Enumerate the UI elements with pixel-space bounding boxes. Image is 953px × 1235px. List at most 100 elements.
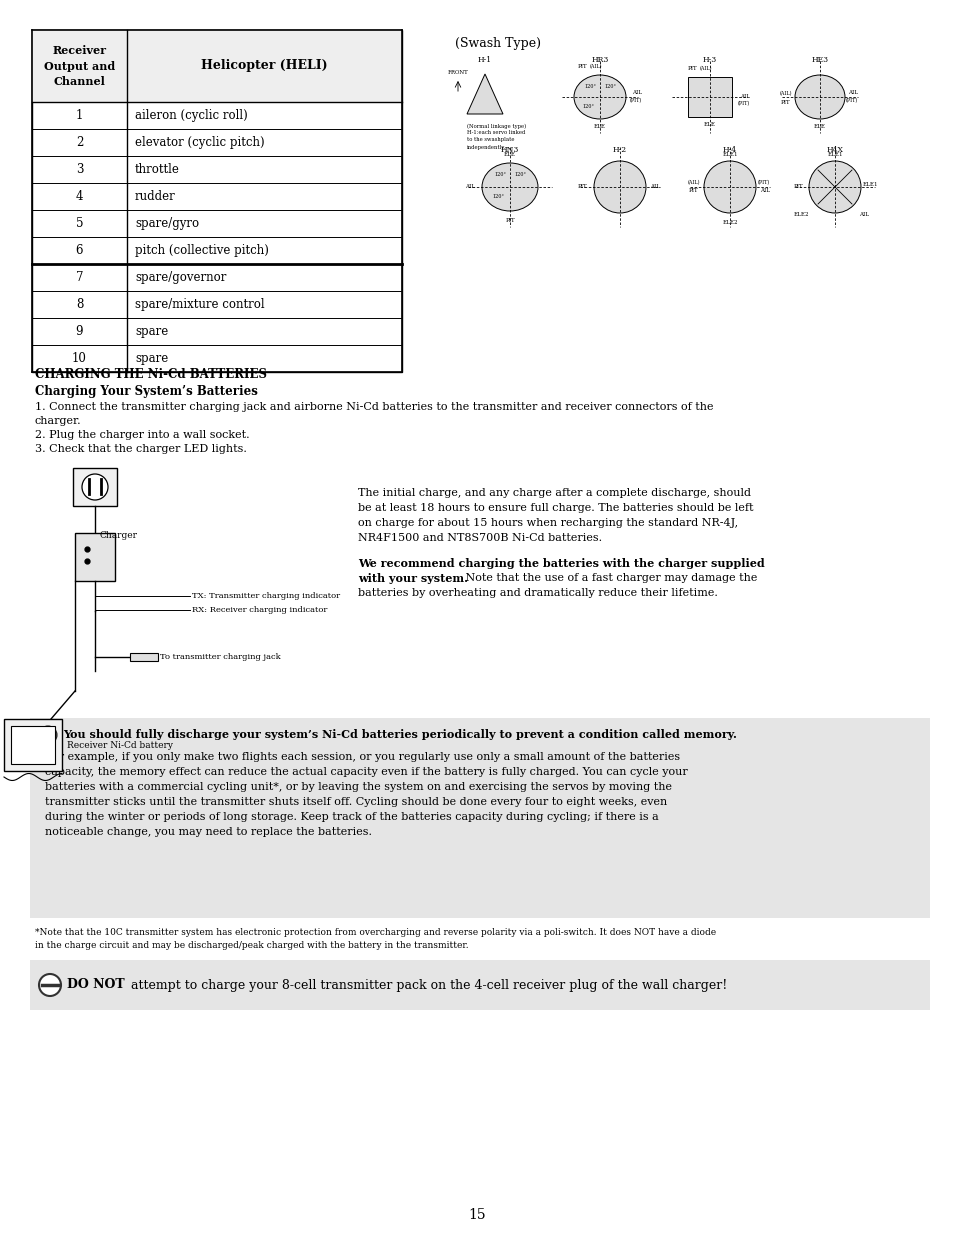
Text: (Normal linkage type): (Normal linkage type) (467, 124, 526, 128)
Text: ELE1: ELE1 (721, 152, 737, 157)
Text: during the winter or periods of long storage. Keep track of the batteries capaci: during the winter or periods of long sto… (45, 811, 659, 823)
Text: 5: 5 (75, 217, 83, 230)
Text: rudder: rudder (135, 190, 175, 203)
Text: DO NOT: DO NOT (67, 978, 125, 992)
Text: Note that the use of a fast charger may damage the: Note that the use of a fast charger may … (461, 573, 757, 583)
Text: HN3: HN3 (500, 146, 518, 154)
Text: charger.: charger. (35, 416, 82, 426)
Text: in the charge circuit and may be discharged/peak charged with the battery in the: in the charge circuit and may be dischar… (35, 941, 468, 950)
Text: H-3: H-3 (702, 56, 717, 64)
Text: 120°: 120° (492, 194, 503, 200)
Text: 15: 15 (468, 1208, 485, 1221)
Text: 120°: 120° (514, 173, 525, 178)
Text: PIT: PIT (688, 189, 698, 194)
Text: The initial charge, and any charge after a complete discharge, should: The initial charge, and any charge after… (357, 488, 750, 498)
Text: elevator (cyclic pitch): elevator (cyclic pitch) (135, 136, 264, 149)
Text: (Swash Type): (Swash Type) (455, 37, 540, 51)
Text: RX: Receiver charging indicator: RX: Receiver charging indicator (192, 606, 327, 614)
Text: pitch (collective pitch): pitch (collective pitch) (135, 245, 269, 257)
Circle shape (39, 726, 57, 743)
Text: transmitter sticks until the transmitter shuts itself off. Cycling should be don: transmitter sticks until the transmitter… (45, 797, 666, 806)
Text: 3: 3 (75, 163, 83, 177)
Text: ELE1: ELE1 (826, 152, 841, 157)
Text: 3. Check that the charger LED lights.: 3. Check that the charger LED lights. (35, 445, 247, 454)
Bar (127, 30, 401, 103)
Text: aileron (cyclic roll): aileron (cyclic roll) (135, 109, 248, 122)
Text: batteries by overheating and dramatically reduce their lifetime.: batteries by overheating and dramaticall… (357, 588, 717, 598)
Ellipse shape (794, 75, 844, 119)
Ellipse shape (574, 75, 625, 119)
Text: 120°: 120° (583, 84, 596, 89)
Text: 120°: 120° (494, 173, 505, 178)
Bar (75, 534, 115, 580)
Ellipse shape (703, 161, 755, 212)
Text: AIL: AIL (760, 189, 769, 194)
Text: to the swashplate: to the swashplate (467, 137, 514, 142)
Text: H-2: H-2 (612, 146, 626, 154)
Text: throttle: throttle (135, 163, 180, 177)
Text: 6: 6 (75, 245, 83, 257)
Text: H-1:each servo linked: H-1:each servo linked (467, 131, 525, 136)
Text: H-1: H-1 (477, 56, 492, 64)
Text: 1. Connect the transmitter charging jack and airborne Ni-Cd batteries to the tra: 1. Connect the transmitter charging jack… (35, 403, 713, 412)
Text: Receiver
Output and
Channel: Receiver Output and Channel (44, 44, 115, 86)
Text: AIL: AIL (631, 90, 641, 95)
Text: PIT: PIT (780, 100, 789, 105)
Text: CHARGING THE Ni-Cd BATTERIES: CHARGING THE Ni-Cd BATTERIES (35, 368, 267, 382)
Bar (30, 718, 929, 918)
Text: 8: 8 (75, 298, 83, 311)
Text: ELE: ELE (703, 122, 716, 127)
Text: 1: 1 (75, 109, 83, 122)
Text: PIT: PIT (577, 64, 586, 69)
Text: HE3: HE3 (811, 56, 828, 64)
Text: HR3: HR3 (591, 56, 608, 64)
Text: (AIL): (AIL) (589, 64, 601, 69)
Circle shape (82, 474, 108, 500)
Text: ELE2: ELE2 (793, 212, 808, 217)
Text: 9: 9 (75, 325, 83, 338)
Text: capacity, the memory effect can reduce the actual capacity even if the battery i: capacity, the memory effect can reduce t… (45, 767, 687, 777)
Text: PIT: PIT (686, 67, 696, 72)
Circle shape (39, 974, 61, 995)
Text: 120°: 120° (603, 84, 616, 89)
Text: AIL: AIL (740, 95, 749, 100)
Text: spare/gyro: spare/gyro (135, 217, 199, 230)
Ellipse shape (481, 163, 537, 211)
Text: ELE: ELE (503, 152, 516, 158)
Text: Receiver Ni-Cd battery: Receiver Ni-Cd battery (67, 741, 172, 750)
Text: TX: Transmitter charging indicator: TX: Transmitter charging indicator (192, 592, 340, 600)
Text: spare: spare (135, 352, 168, 366)
Text: 120°: 120° (581, 105, 594, 110)
Text: H4X: H4X (825, 146, 842, 154)
Ellipse shape (594, 161, 645, 212)
Text: ELE: ELE (594, 125, 605, 130)
Text: Charger: Charger (100, 531, 138, 541)
Text: 7: 7 (75, 270, 83, 284)
Text: 4: 4 (75, 190, 83, 203)
Text: You should fully discharge your system’s Ni-Cd batteries periodically to prevent: You should fully discharge your system’s… (63, 730, 736, 741)
Text: AIL: AIL (649, 184, 659, 189)
Text: 2: 2 (75, 136, 83, 149)
Polygon shape (467, 74, 502, 114)
Text: with your system.: with your system. (357, 573, 468, 584)
Text: (PIT): (PIT) (738, 101, 749, 106)
Bar (687, 77, 731, 117)
Text: FRONT: FRONT (447, 69, 468, 74)
Text: (PIT): (PIT) (845, 99, 858, 104)
Bar (11, 726, 55, 764)
Text: H-4: H-4 (722, 146, 737, 154)
Text: We recommend charging the batteries with the charger supplied: We recommend charging the batteries with… (357, 558, 764, 569)
Text: Helicopter (HELI): Helicopter (HELI) (201, 59, 328, 73)
Text: AIL: AIL (858, 212, 868, 217)
Bar (30, 960, 929, 1010)
Text: ELE: ELE (813, 124, 825, 128)
Text: (AIL): (AIL) (699, 67, 712, 72)
Text: attempt to charge your 8-cell transmitter pack on the 4-cell receiver plug of th: attempt to charge your 8-cell transmitte… (127, 978, 726, 992)
Text: AIL: AIL (464, 184, 475, 189)
Bar (4, 719, 62, 771)
Text: batteries with a commercial cycling unit*, or by leaving the system on and exerc: batteries with a commercial cycling unit… (45, 782, 671, 792)
Text: PIT: PIT (793, 184, 802, 189)
Text: spare/governor: spare/governor (135, 270, 226, 284)
Text: NR4F1500 and NT8S700B Ni-Cd batteries.: NR4F1500 and NT8S700B Ni-Cd batteries. (357, 534, 601, 543)
Text: PIT: PIT (577, 184, 586, 189)
